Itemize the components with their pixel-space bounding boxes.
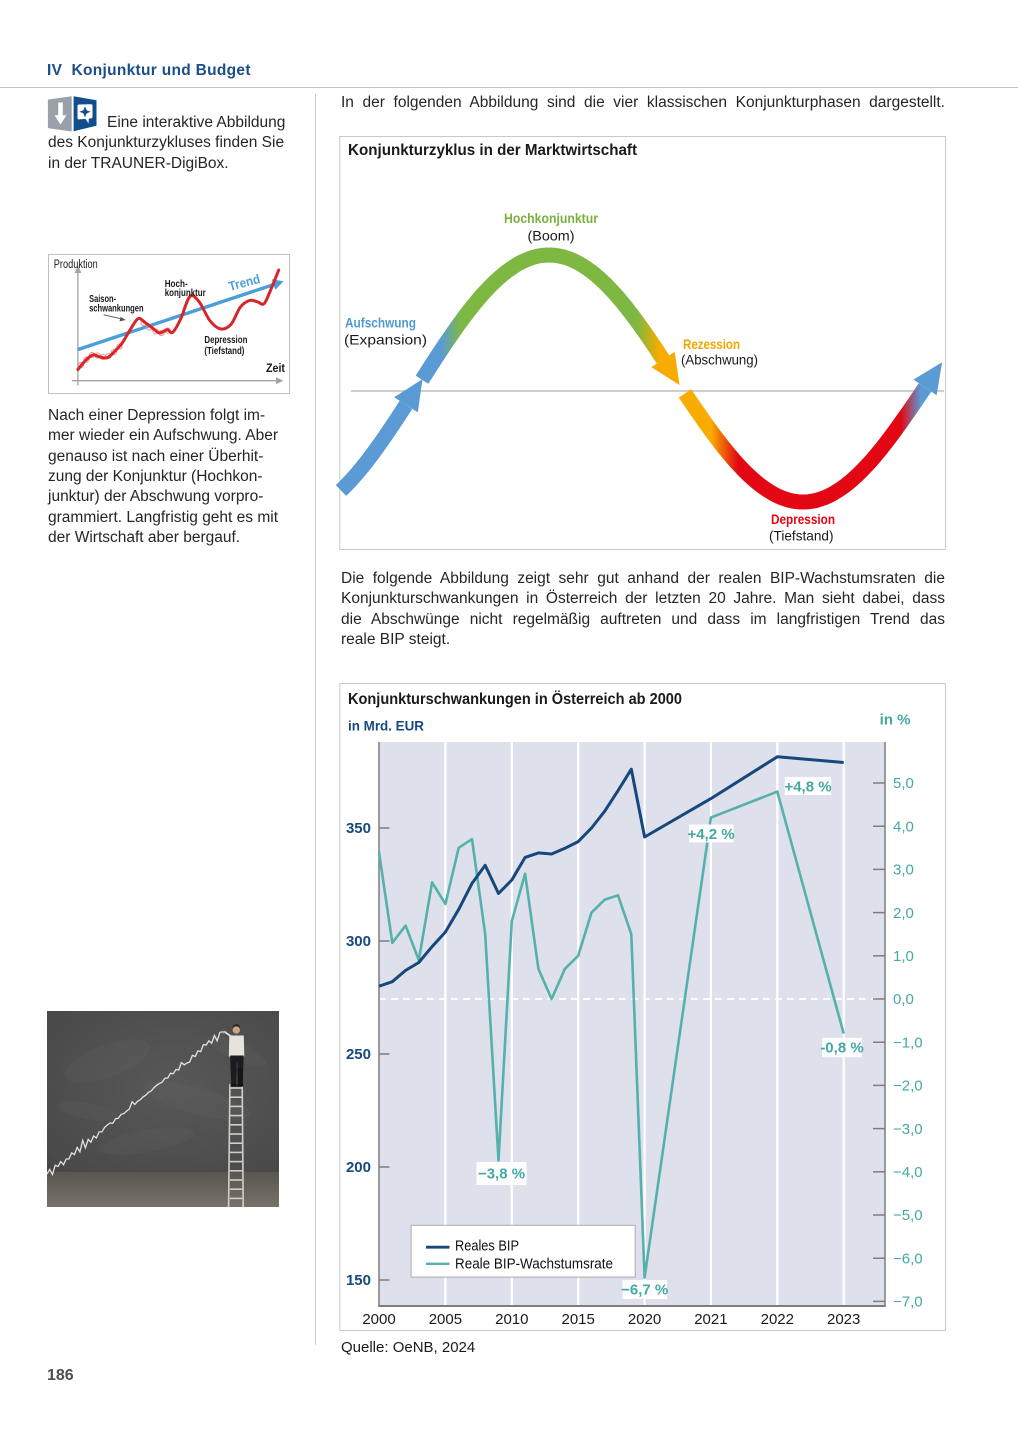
svg-text:konjunktur: konjunktur (165, 287, 206, 299)
svg-text:(Boom): (Boom) (528, 228, 575, 244)
svg-text:Reale BIP-Wachstumsrate: Reale BIP-Wachstumsrate (455, 1256, 613, 1273)
svg-text:150: 150 (346, 1272, 371, 1289)
svg-text:2023: 2023 (827, 1311, 860, 1328)
svg-text:−6,7 %: −6,7 % (621, 1282, 668, 1299)
svg-text:Hochkonjunktur: Hochkonjunktur (504, 210, 598, 226)
svg-text:1,0: 1,0 (893, 948, 914, 965)
svg-text:−7,0: −7,0 (893, 1294, 923, 1311)
svg-text:300: 300 (346, 933, 371, 950)
svg-text:250: 250 (346, 1046, 371, 1063)
svg-text:schwankungen: schwankungen (89, 302, 144, 314)
svg-text:Depression: Depression (771, 511, 835, 527)
svg-text:+4,8 %: +4,8 % (784, 779, 831, 796)
svg-text:Hoch-: Hoch- (165, 278, 188, 290)
svg-text:in %: in % (880, 712, 911, 729)
svg-text:Aufschwung: Aufschwung (345, 315, 416, 331)
svg-text:Produktion: Produktion (54, 259, 98, 271)
svg-text:in Mrd. EUR: in Mrd. EUR (348, 717, 424, 733)
svg-text:Konjunkturschwankungen in Öste: Konjunkturschwankungen in Österreich ab … (348, 691, 682, 708)
svg-text:−3,0: −3,0 (893, 1121, 923, 1138)
svg-text:(Expansion): (Expansion) (344, 332, 427, 348)
svg-text:Depression: Depression (204, 334, 247, 346)
svg-text:−2,0: −2,0 (893, 1078, 923, 1095)
svg-text:2021: 2021 (694, 1311, 727, 1328)
svg-text:−1,0: −1,0 (893, 1034, 923, 1051)
svg-text:350: 350 (346, 820, 371, 837)
svg-text:Konjunkturzyklus in der Marktw: Konjunkturzyklus in der Marktwirtschaft (348, 142, 637, 159)
svg-text:3,0: 3,0 (893, 862, 914, 879)
svg-text:(Tiefstand): (Tiefstand) (769, 528, 834, 544)
svg-text:5,0: 5,0 (893, 775, 914, 792)
svg-text:200: 200 (346, 1159, 371, 1176)
svg-text:2005: 2005 (429, 1311, 462, 1328)
svg-text:0,0: 0,0 (893, 991, 914, 1008)
svg-text:-0,8 %: -0,8 % (820, 1040, 863, 1057)
svg-text:Saison-: Saison- (89, 293, 116, 305)
svg-text:2015: 2015 (562, 1311, 595, 1328)
svg-text:2022: 2022 (761, 1311, 794, 1328)
svg-text:Zeit: Zeit (266, 363, 285, 375)
svg-text:(Abschwung): (Abschwung) (681, 352, 758, 368)
svg-text:+4,2 %: +4,2 % (687, 826, 734, 843)
svg-text:4,0: 4,0 (893, 818, 914, 835)
svg-text:(Tiefstand): (Tiefstand) (204, 345, 244, 357)
svg-text:2,0: 2,0 (893, 905, 914, 922)
svg-text:−3,8 %: −3,8 % (478, 1165, 525, 1182)
svg-text:−4,0: −4,0 (893, 1164, 923, 1181)
svg-text:Rezession: Rezession (683, 336, 740, 352)
svg-text:−5,0: −5,0 (893, 1207, 923, 1224)
svg-text:2010: 2010 (495, 1311, 528, 1328)
svg-text:2000: 2000 (362, 1311, 395, 1328)
svg-text:Reales BIP: Reales BIP (455, 1238, 519, 1255)
svg-text:−6,0: −6,0 (893, 1250, 923, 1267)
svg-text:2020: 2020 (628, 1311, 661, 1328)
